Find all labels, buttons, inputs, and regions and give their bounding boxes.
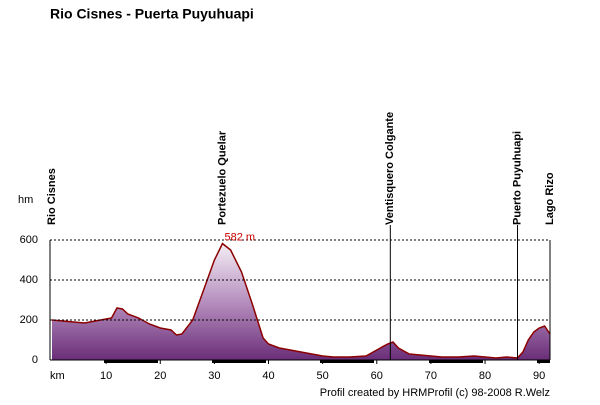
profile-line (51, 242, 551, 359)
x-tick-label: 30 (208, 370, 220, 382)
scale-bar (104, 359, 550, 363)
x-tick-label: 80 (479, 370, 491, 382)
x-tick-label: 40 (262, 370, 274, 382)
y-tick-label: 200 (20, 314, 38, 326)
waypoint-label: Ventisquero Colgante (384, 112, 396, 225)
waypoint-label: Lago Rizo (544, 172, 556, 225)
y-tick-label: 600 (20, 234, 38, 246)
x-tick-label: 90 (533, 370, 545, 382)
x-tick-label: 50 (317, 370, 329, 382)
y-tick-label: 400 (20, 274, 38, 286)
waypoint-label: Puerto Puyuhuapi (511, 131, 523, 225)
x-axis-label: km (50, 370, 65, 382)
y-axis-label: hm (18, 194, 33, 206)
waypoint-label: Rio Cisnes (46, 168, 58, 225)
x-tick-label: 70 (425, 370, 437, 382)
footer: Profil created by HRMProfil (c) 98-2008 … (320, 387, 550, 399)
peak-label: 582 m (225, 232, 256, 244)
profile-area (52, 243, 550, 360)
waypoint-label: Portezuelo Quelar (216, 130, 228, 225)
y-tick-label: 0 (32, 354, 38, 366)
x-tick-label: 10 (100, 370, 112, 382)
x-tick-label: 20 (154, 370, 166, 382)
chart-title: Rio Cisnes - Puerta Puyuhuapi (50, 6, 254, 22)
x-tick-label: 60 (371, 370, 383, 382)
